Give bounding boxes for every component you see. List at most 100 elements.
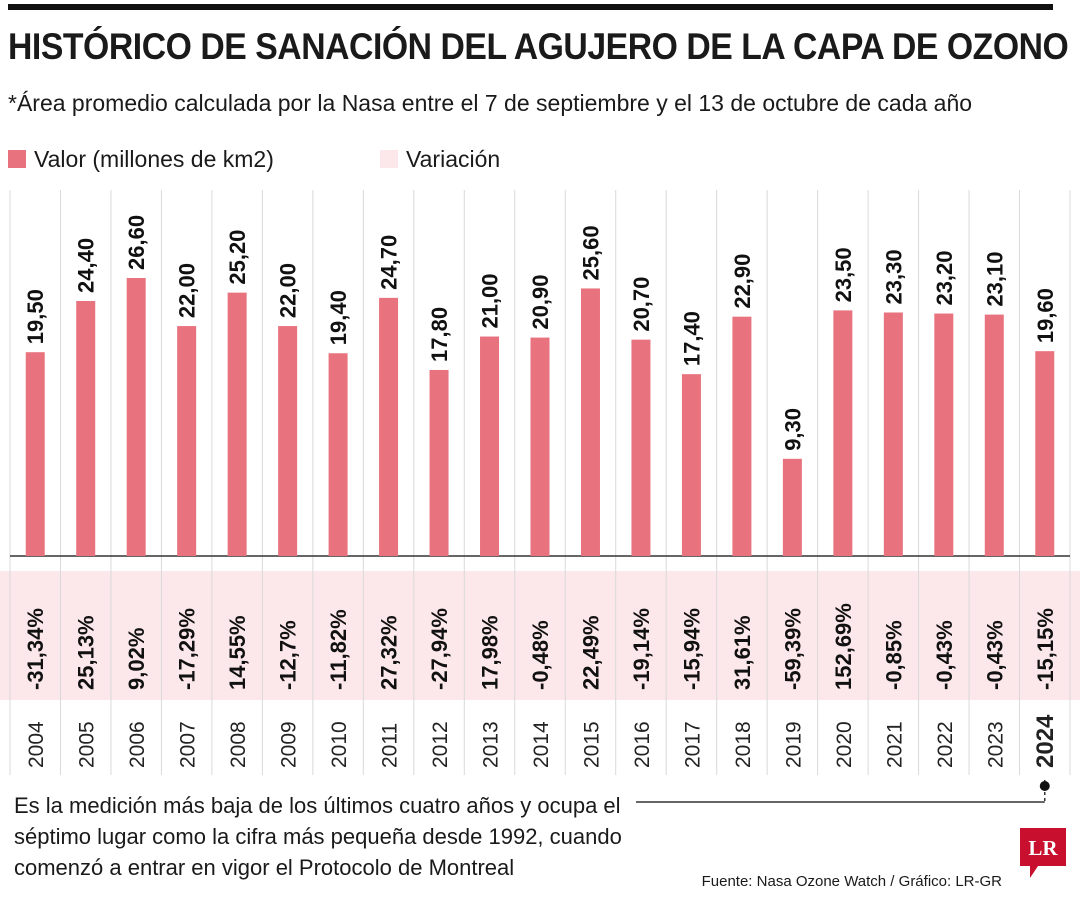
legend-swatch-variacion	[380, 150, 398, 168]
value-label-2021: 23,30	[881, 249, 906, 304]
value-label-2005: 24,40	[74, 238, 99, 293]
variation-label-2005: 25,13%	[74, 615, 99, 690]
value-label-2022: 23,20	[932, 250, 957, 305]
variation-label-2014: -0,48%	[528, 620, 553, 690]
value-label-2009: 22,00	[276, 263, 301, 318]
source-credit: Fuente: Nasa Ozone Watch / Gráfico: LR-G…	[701, 873, 1002, 890]
year-label-2014: 2014	[530, 721, 553, 768]
variation-label-2024: -15,15%	[1033, 608, 1058, 690]
bar-2020	[833, 310, 853, 556]
bar-2007	[177, 326, 197, 556]
bar-2024	[1035, 351, 1055, 556]
value-label-2008: 25,20	[225, 230, 250, 285]
year-label-2016: 2016	[631, 721, 654, 768]
bar-2006	[126, 278, 146, 556]
year-label-2020: 2020	[833, 721, 856, 768]
variation-label-2011: 27,32%	[377, 615, 402, 690]
year-label-2010: 2010	[328, 721, 351, 768]
year-label-2006: 2006	[126, 721, 149, 768]
bar-2016	[631, 339, 651, 556]
bar-2009	[278, 326, 298, 556]
bar-2018	[732, 316, 752, 556]
year-label-2022: 2022	[934, 721, 957, 768]
variation-label-2019: -59,39%	[780, 608, 805, 690]
variation-label-2015: 22,49%	[578, 615, 603, 690]
value-label-2020: 23,50	[831, 247, 856, 302]
bar-2013	[480, 336, 500, 556]
year-label-2009: 2009	[278, 721, 301, 768]
legend-item-valor: Valor (millones de km2)	[8, 146, 274, 172]
variation-label-2007: -17,29%	[175, 608, 200, 690]
year-label-2012: 2012	[429, 721, 452, 768]
variation-label-2006: 9,02%	[124, 628, 149, 690]
legend-swatch-valor	[8, 150, 26, 168]
variation-label-2004: -31,34%	[23, 608, 48, 690]
value-label-2006: 26,60	[124, 215, 149, 270]
year-label-2007: 2007	[177, 721, 200, 768]
value-label-2024: 19,60	[1033, 288, 1058, 343]
legend-label-variacion: Variación	[406, 145, 501, 172]
year-label-2019: 2019	[782, 721, 805, 768]
year-label-2023: 2023	[984, 721, 1007, 768]
chart-title: HISTÓRICO DE SANACIÓN DEL AGUJERO DE LA …	[8, 26, 1069, 67]
year-label-2004: 2004	[25, 721, 48, 768]
value-label-2014: 20,90	[528, 275, 553, 330]
value-label-2023: 23,10	[982, 252, 1007, 307]
variation-label-2010: -11,82%	[326, 609, 351, 690]
bar-2010	[328, 353, 348, 556]
variation-label-2017: -15,94%	[679, 608, 704, 690]
year-label-2024: 2024	[1032, 714, 1059, 768]
callout-dot	[1039, 781, 1050, 791]
year-label-2018: 2018	[732, 721, 755, 768]
legend-item-variacion: Variación	[380, 146, 500, 172]
variation-band	[0, 571, 1080, 700]
chart-subtitle: *Área promedio calculada por la Nasa ent…	[8, 90, 973, 116]
variation-label-2016: -19,14%	[629, 608, 654, 690]
value-label-2017: 17,40	[679, 311, 704, 366]
variation-label-2012: -27,94%	[427, 608, 452, 690]
year-label-2013: 2013	[480, 721, 503, 768]
value-label-2004: 19,50	[23, 289, 48, 344]
variation-label-2020: 152,69%	[831, 603, 856, 690]
bar-2022	[934, 313, 954, 556]
value-label-2018: 22,90	[730, 254, 755, 309]
variation-label-2022: -0,43%	[932, 620, 957, 690]
variation-label-2009: -12,7%	[276, 620, 301, 690]
year-label-2005: 2005	[76, 721, 99, 768]
variation-label-2023: -0,43%	[982, 620, 1007, 690]
lr-logo-text: LR	[1028, 836, 1058, 860]
value-label-2016: 20,70	[629, 277, 654, 332]
variation-label-2008: 14,55%	[225, 615, 250, 690]
value-label-2010: 19,40	[326, 290, 351, 345]
bar-2008	[227, 292, 247, 556]
value-label-2013: 21,00	[478, 273, 503, 328]
value-label-2011: 24,70	[377, 235, 402, 290]
bar-2023	[984, 314, 1004, 556]
bar-2005	[76, 300, 96, 556]
variation-label-2018: 31,61%	[730, 615, 755, 690]
value-label-2019: 9,30	[780, 408, 805, 451]
year-label-2021: 2021	[883, 721, 906, 768]
variation-label-2013: 17,98%	[478, 615, 503, 690]
value-label-2015: 25,60	[578, 225, 603, 280]
bar-2004	[25, 352, 45, 556]
value-label-2007: 22,00	[175, 263, 200, 318]
value-label-2012: 17,80	[427, 307, 452, 362]
bar-2021	[883, 312, 903, 556]
bar-2019	[782, 458, 802, 556]
footnote: Es la medición más baja de los últimos c…	[14, 793, 622, 880]
year-label-2015: 2015	[580, 721, 603, 768]
bar-2014	[530, 337, 550, 556]
bar-2017	[681, 374, 701, 556]
bar-2015	[580, 288, 600, 556]
bar-2011	[379, 297, 399, 556]
year-label-2008: 2008	[227, 721, 250, 768]
variation-label-2021: -0,85%	[881, 620, 906, 690]
lr-logo: LR	[1020, 828, 1066, 878]
top-rule	[8, 4, 1053, 10]
bar-2012	[429, 369, 449, 556]
year-label-2017: 2017	[681, 721, 704, 768]
legend-label-valor: Valor (millones de km2)	[34, 145, 274, 172]
year-label-2011: 2011	[379, 723, 402, 768]
